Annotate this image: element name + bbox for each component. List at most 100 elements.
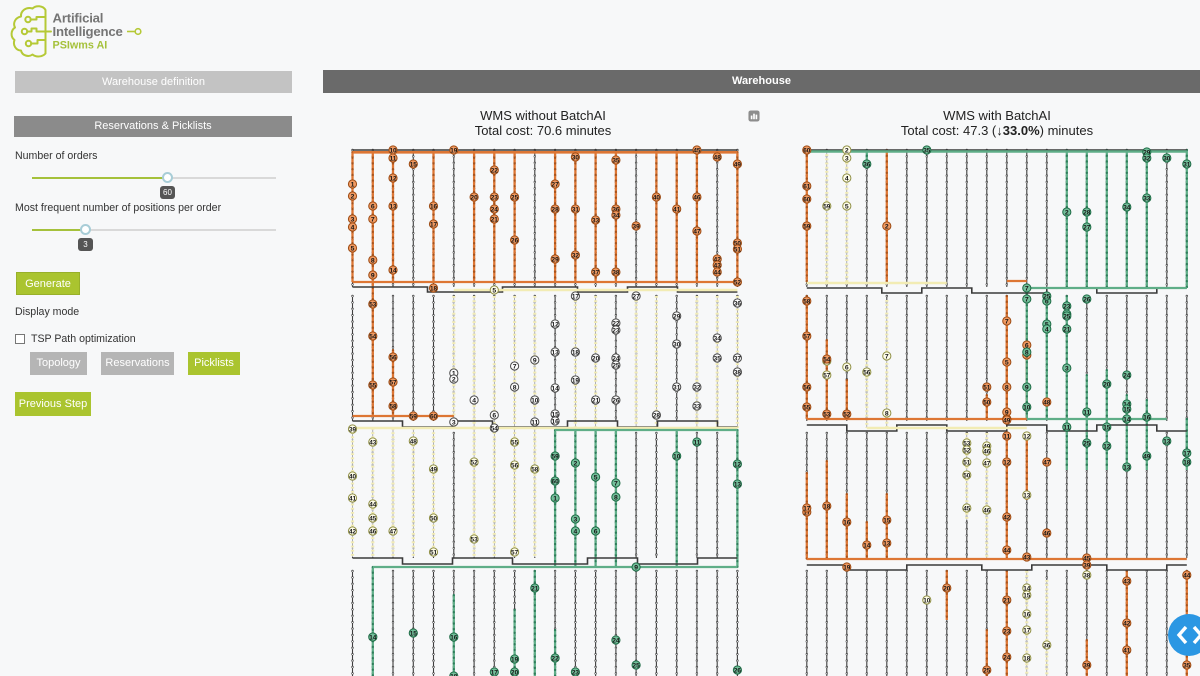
- svg-text:60: 60: [803, 196, 811, 203]
- svg-text:60: 60: [803, 147, 811, 154]
- svg-text:56: 56: [803, 384, 811, 391]
- svg-text:18: 18: [1023, 655, 1031, 662]
- svg-text:48: 48: [1043, 399, 1051, 406]
- svg-text:56: 56: [511, 462, 519, 469]
- svg-text:42: 42: [1123, 620, 1131, 627]
- svg-text:28: 28: [653, 412, 661, 419]
- svg-text:23: 23: [612, 327, 620, 334]
- svg-text:27: 27: [1083, 224, 1091, 231]
- svg-text:47: 47: [1043, 459, 1051, 466]
- svg-text:21: 21: [592, 397, 600, 404]
- svg-text:9: 9: [533, 357, 537, 364]
- svg-text:51: 51: [983, 384, 991, 391]
- svg-text:4: 4: [1045, 326, 1049, 333]
- svg-text:47: 47: [983, 460, 991, 467]
- svg-text:29: 29: [552, 256, 560, 263]
- svg-text:52: 52: [471, 459, 479, 466]
- svg-text:45: 45: [963, 505, 971, 512]
- svg-text:25: 25: [983, 667, 991, 674]
- svg-text:15: 15: [1103, 424, 1111, 431]
- svg-text:49: 49: [430, 466, 438, 473]
- svg-text:25: 25: [511, 194, 519, 201]
- svg-text:52: 52: [734, 279, 742, 286]
- svg-text:53: 53: [369, 301, 377, 308]
- svg-text:3: 3: [574, 516, 578, 523]
- svg-text:17: 17: [803, 505, 811, 512]
- svg-text:15: 15: [410, 630, 418, 637]
- svg-text:54: 54: [823, 356, 831, 363]
- svg-text:13: 13: [389, 203, 397, 210]
- svg-text:23: 23: [491, 194, 499, 201]
- svg-text:27: 27: [552, 181, 560, 188]
- svg-text:46: 46: [693, 194, 701, 201]
- svg-text:1: 1: [452, 370, 456, 377]
- svg-text:53: 53: [963, 440, 971, 447]
- svg-text:36: 36: [863, 161, 871, 168]
- svg-text:46: 46: [983, 448, 991, 455]
- svg-text:17: 17: [491, 669, 499, 676]
- svg-text:60: 60: [430, 413, 438, 420]
- svg-text:45: 45: [369, 515, 377, 522]
- svg-text:53: 53: [471, 536, 479, 543]
- svg-text:13: 13: [1123, 464, 1131, 471]
- svg-text:35: 35: [612, 157, 620, 164]
- svg-text:26: 26: [612, 397, 620, 404]
- svg-text:6: 6: [594, 528, 598, 535]
- svg-text:39: 39: [1083, 662, 1091, 669]
- svg-text:27: 27: [633, 293, 641, 300]
- svg-text:3: 3: [351, 216, 355, 223]
- svg-text:17: 17: [803, 509, 811, 516]
- svg-text:18: 18: [823, 503, 831, 510]
- svg-text:41: 41: [349, 495, 357, 502]
- svg-text:36: 36: [612, 206, 620, 213]
- svg-text:61: 61: [803, 183, 811, 190]
- svg-text:44: 44: [714, 269, 722, 276]
- svg-text:12: 12: [552, 321, 560, 328]
- svg-text:25: 25: [1043, 293, 1051, 300]
- svg-text:19: 19: [450, 147, 458, 154]
- svg-text:46: 46: [369, 528, 377, 535]
- svg-text:23: 23: [1063, 303, 1071, 310]
- svg-text:6: 6: [845, 364, 849, 371]
- svg-text:30: 30: [1163, 155, 1171, 162]
- svg-text:14: 14: [552, 385, 560, 392]
- svg-text:15: 15: [1023, 592, 1031, 599]
- svg-text:24: 24: [1003, 654, 1011, 661]
- svg-text:58: 58: [531, 466, 539, 473]
- svg-text:4: 4: [574, 528, 578, 535]
- svg-text:14: 14: [1023, 585, 1031, 592]
- svg-text:36: 36: [1043, 642, 1051, 649]
- svg-text:48: 48: [714, 154, 722, 161]
- svg-text:22: 22: [491, 167, 499, 174]
- svg-text:15: 15: [410, 161, 418, 168]
- svg-text:16: 16: [843, 519, 851, 526]
- svg-text:43: 43: [369, 439, 377, 446]
- svg-text:42: 42: [349, 528, 357, 535]
- svg-text:5: 5: [845, 203, 849, 210]
- svg-text:46: 46: [983, 507, 991, 514]
- svg-text:2: 2: [845, 147, 849, 154]
- svg-text:53: 53: [823, 411, 831, 418]
- svg-text:24: 24: [1123, 372, 1131, 379]
- svg-text:50: 50: [734, 240, 742, 247]
- svg-text:12: 12: [1023, 433, 1031, 440]
- svg-text:17: 17: [430, 221, 438, 228]
- svg-text:30: 30: [673, 341, 681, 348]
- svg-text:18: 18: [1183, 459, 1191, 466]
- svg-text:1: 1: [553, 495, 557, 502]
- svg-text:8: 8: [885, 410, 889, 417]
- svg-text:7: 7: [1025, 285, 1029, 292]
- svg-text:32: 32: [693, 384, 701, 391]
- svg-text:15: 15: [552, 411, 560, 418]
- svg-text:10: 10: [673, 453, 681, 460]
- svg-text:24: 24: [612, 355, 620, 362]
- svg-text:17: 17: [572, 293, 580, 300]
- svg-text:21: 21: [531, 585, 539, 592]
- svg-text:41: 41: [673, 206, 681, 213]
- svg-text:31: 31: [1183, 161, 1191, 168]
- svg-text:25: 25: [1083, 440, 1091, 447]
- svg-text:6: 6: [371, 203, 375, 210]
- svg-text:49: 49: [1003, 417, 1011, 424]
- svg-text:32: 32: [1143, 155, 1151, 162]
- svg-text:50: 50: [963, 472, 971, 479]
